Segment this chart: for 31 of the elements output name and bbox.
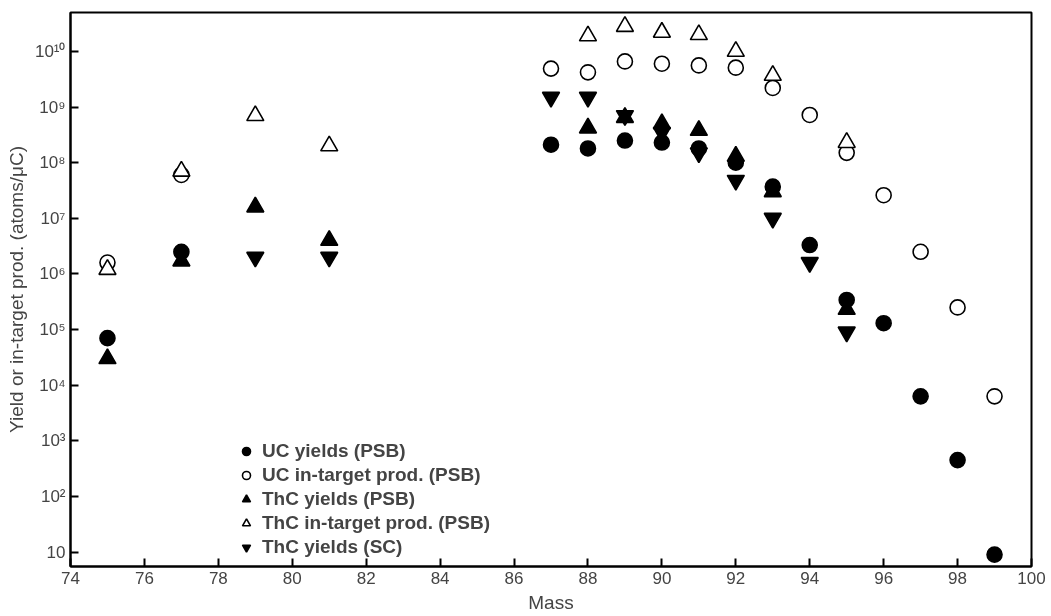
- y-tick-label: 10²: [40, 486, 66, 506]
- legend-label: ThC yields (PSB): [262, 488, 416, 510]
- x-tick-label: 94: [800, 568, 820, 588]
- x-tick-label: 78: [208, 568, 228, 588]
- y-tick-label: 10: [46, 542, 66, 562]
- y-tick-label: 10⁸: [39, 153, 66, 173]
- legend-label: UC in-target prod. (PSB): [262, 464, 481, 486]
- x-tick-label: 82: [356, 568, 376, 588]
- x-tick-label: 88: [578, 568, 598, 588]
- x-tick-label: 80: [282, 568, 302, 588]
- x-tick-label: 92: [726, 568, 746, 588]
- y-tick-label: 10⁵: [39, 320, 66, 340]
- x-tick-label: 90: [652, 568, 672, 588]
- y-tick-label: 10⁶: [39, 264, 66, 284]
- legend-label: UC yields (PSB): [262, 440, 406, 462]
- y-tick-label: 10¹⁰: [34, 41, 66, 61]
- x-tick-label: 96: [874, 568, 894, 588]
- y-tick-label: 10⁴: [39, 375, 66, 395]
- x-axis-title: Mass: [528, 591, 574, 613]
- legend-label: ThC in-target prod. (PSB): [262, 512, 490, 534]
- y-tick-label: 10⁹: [39, 97, 66, 117]
- y-tick-label: 10⁷: [40, 208, 66, 228]
- x-tick-label: 84: [430, 568, 450, 588]
- legend-label: ThC yields (SC): [262, 536, 403, 558]
- y-axis-title: Yield or in-target prod. (atoms/μC): [5, 146, 27, 433]
- x-tick-label: 76: [134, 568, 154, 588]
- x-tick-label: 98: [948, 568, 968, 588]
- x-tick-label: 100: [1017, 568, 1046, 588]
- x-tick-label: 86: [504, 568, 524, 588]
- y-tick-label: 10³: [40, 431, 66, 451]
- x-tick-label: 74: [61, 568, 80, 588]
